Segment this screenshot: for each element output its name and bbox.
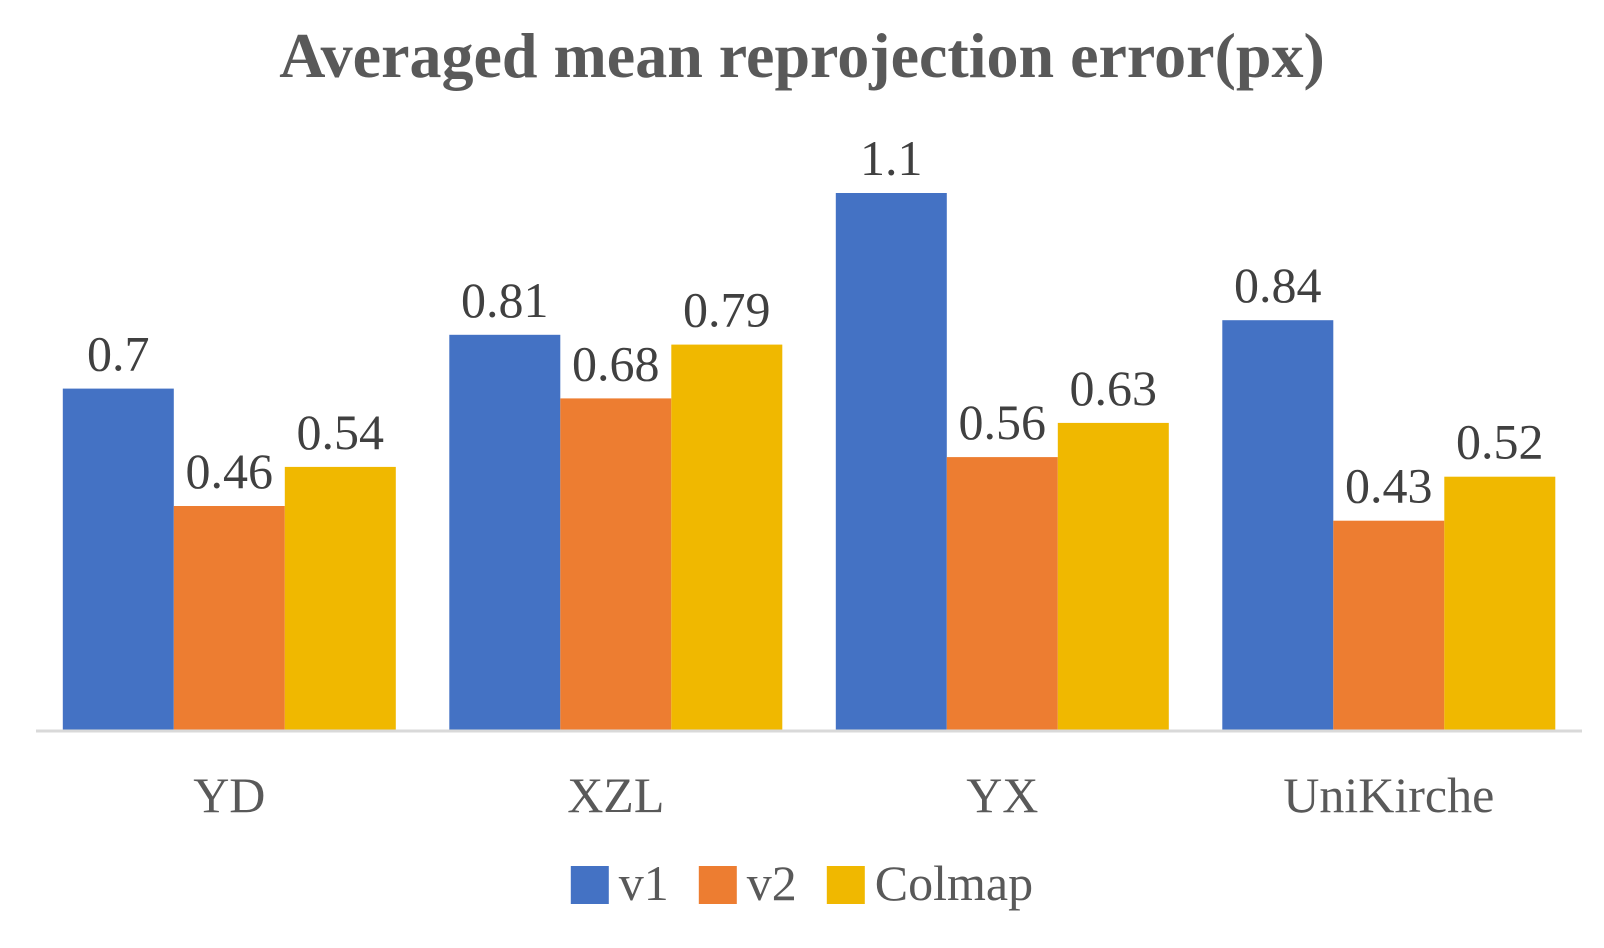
legend: v1 v2 Colmap xyxy=(570,855,1033,911)
data-label-v2-yd: 0.46 xyxy=(186,443,274,499)
bar-v1-unikirche xyxy=(1222,320,1334,731)
legend-label-colmap: Colmap xyxy=(875,855,1033,911)
data-label-colmap-yd: 0.54 xyxy=(297,404,385,460)
legend-swatch-v1 xyxy=(570,866,609,904)
bar-v2-unikirche xyxy=(1333,520,1445,731)
data-label-v1-xzl: 0.81 xyxy=(461,272,549,328)
bar-v2-yd xyxy=(173,506,285,731)
data-label-v2-unikirche: 0.43 xyxy=(1345,458,1433,514)
bar-v1-yx xyxy=(835,193,947,731)
data-label-colmap-unikirche: 0.52 xyxy=(1456,414,1544,470)
data-label-colmap-xzl: 0.79 xyxy=(683,282,771,338)
legend-swatch-v2 xyxy=(698,866,737,904)
category-label-xzl: XZL xyxy=(567,767,664,823)
bars-layer xyxy=(62,193,1556,731)
bar-v2-yx xyxy=(946,457,1058,731)
bar-colmap-yx xyxy=(1057,422,1169,731)
data-label-v2-yx: 0.56 xyxy=(959,394,1047,450)
data-label-v1-unikirche: 0.84 xyxy=(1234,257,1322,313)
legend-label-v1: v1 xyxy=(619,855,669,911)
bar-colmap-yd xyxy=(284,466,396,731)
category-labels-layer: YD XZL YX UniKirche xyxy=(193,767,1494,823)
category-label-yx: YX xyxy=(966,767,1038,823)
data-label-v2-xzl: 0.68 xyxy=(572,335,660,391)
bar-colmap-unikirche xyxy=(1444,476,1556,731)
category-label-yd: YD xyxy=(193,767,265,823)
data-label-v1-yx: 1.1 xyxy=(860,130,923,186)
category-label-unikirche: UniKirche xyxy=(1283,767,1494,823)
data-label-colmap-yx: 0.63 xyxy=(1070,360,1158,416)
legend-swatch-colmap xyxy=(826,866,865,904)
bar-v2-xzl xyxy=(560,398,672,731)
legend-label-v2: v2 xyxy=(747,855,797,911)
chart-title: Averaged mean reprojection error(px) xyxy=(279,20,1325,91)
data-labels-layer: 0.7 0.46 0.54 0.81 0.68 0.79 1.1 0.56 0.63 0.84 0.… xyxy=(87,130,1544,514)
bar-v1-yd xyxy=(62,388,174,731)
bar-v1-xzl xyxy=(449,334,561,731)
bar-colmap-xzl xyxy=(671,344,783,731)
data-label-v1-yd: 0.7 xyxy=(87,326,150,382)
